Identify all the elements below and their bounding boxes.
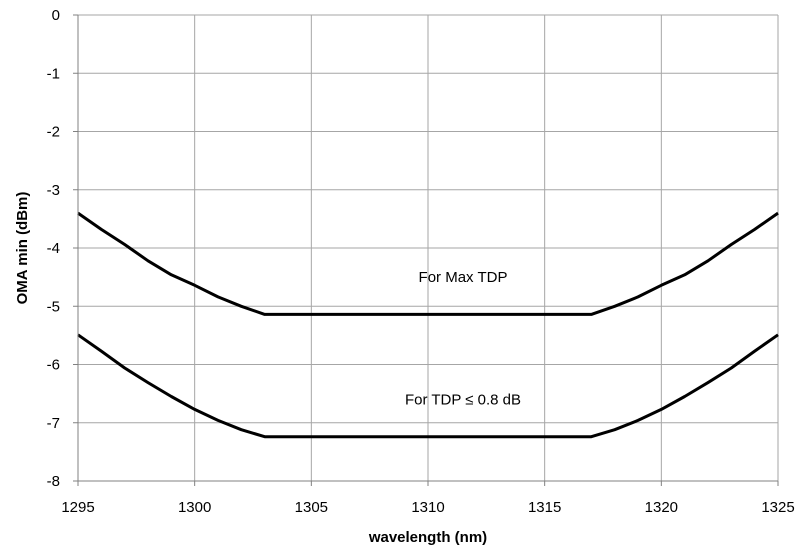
y-tick-label: -2 [47, 124, 60, 141]
x-axis-title: wavelength (nm) [368, 529, 487, 546]
y-tick-label: -7 [47, 415, 60, 432]
y-tick-label: -5 [47, 298, 60, 315]
x-tick-label: 1310 [411, 499, 444, 516]
grid [77, 14, 779, 482]
y-tick-label: 0 [52, 7, 60, 24]
x-tick-label: 1295 [61, 499, 94, 516]
x-tick-label: 1325 [761, 499, 794, 516]
y-tick-label: -4 [47, 240, 60, 257]
x-tick-label: 1300 [178, 499, 211, 516]
series-layer [77, 211, 779, 439]
annotations: For Max TDP For TDP ≤ 0.8 dB [405, 269, 521, 408]
y-tick-label: -1 [47, 65, 60, 82]
x-tick-label: 1305 [295, 499, 328, 516]
y-tick-label: -8 [47, 473, 60, 490]
series-line-1 [77, 211, 779, 316]
y-axis-title: OMA min (dBm) [14, 192, 31, 305]
axes [73, 14, 779, 486]
series-line-2 [77, 333, 779, 439]
annotation-2: For TDP ≤ 0.8 dB [405, 391, 521, 408]
annotation-1: For Max TDP [419, 269, 508, 286]
x-tick-label: 1315 [528, 499, 561, 516]
x-tick-label: 1320 [645, 499, 678, 516]
y-tick-label: -3 [47, 182, 60, 199]
y-tick-label: -6 [47, 357, 60, 374]
